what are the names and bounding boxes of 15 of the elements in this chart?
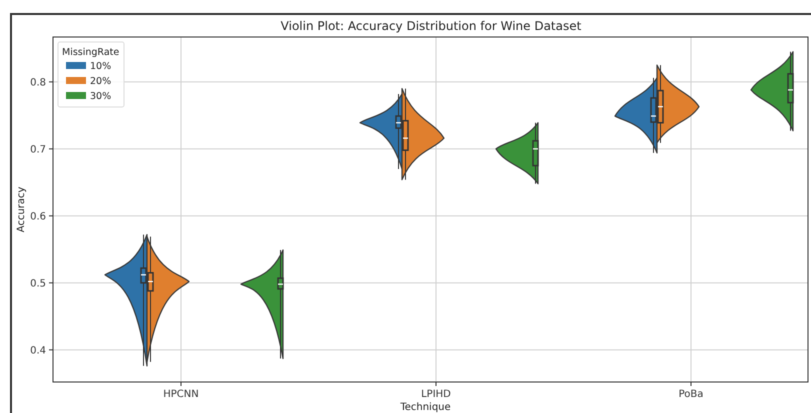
y-tick-label: 0.7 — [30, 144, 46, 156]
x-tick-label: LPIHD — [421, 389, 452, 400]
legend-label: 10% — [90, 61, 112, 72]
x-axis-title: Technique — [399, 402, 451, 413]
y-axis-title: Accuracy — [16, 186, 27, 232]
legend-title: MissingRate — [62, 47, 120, 58]
y-tick-label: 0.4 — [30, 345, 46, 356]
legend-label: 20% — [90, 76, 112, 87]
y-tick-label: 0.8 — [30, 77, 46, 88]
y-tick-label: 0.5 — [30, 278, 46, 290]
y-tick-label: 0.6 — [30, 211, 46, 222]
legend-label: 30% — [90, 91, 112, 102]
chart-title: Violin Plot: Accuracy Distribution for Wine Dataset — [280, 19, 582, 33]
x-tick-label: PoBa — [678, 389, 704, 400]
x-tick-label: HPCNN — [163, 389, 199, 400]
